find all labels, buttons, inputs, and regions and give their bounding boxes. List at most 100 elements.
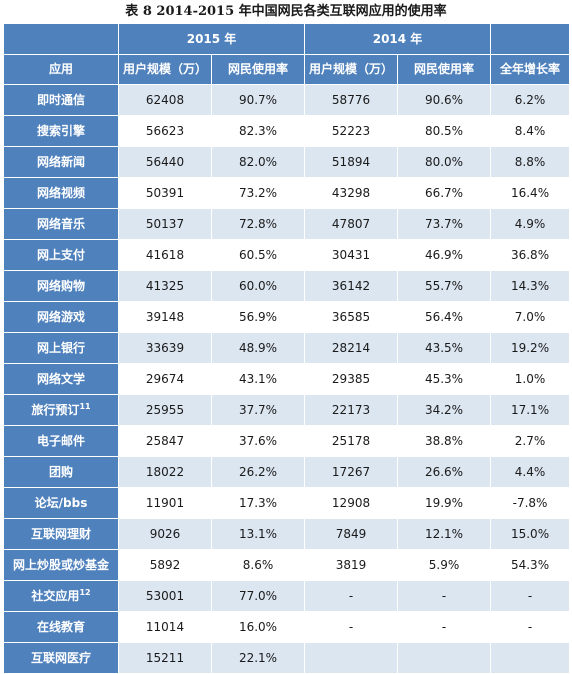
cell-rate-2014: 26.6%	[397, 456, 492, 488]
cell-users-2015: 5892	[118, 549, 212, 581]
app-label: 即时通信	[36, 92, 85, 107]
cell-growth: 54.3%	[490, 549, 571, 581]
cell-growth: 15.0%	[490, 518, 571, 550]
cell-rate-2015: 13.1%	[210, 518, 306, 550]
cell-users-2014: 22173	[304, 394, 399, 426]
cell-users-2015: 56440	[118, 146, 212, 178]
cell-rate-2015: 17.3%	[210, 487, 306, 519]
cell-users-2015: 41618	[118, 239, 212, 271]
cell-rate-2014: 45.3%	[397, 363, 492, 395]
table-row: 网络新闻 56440 82.0% 51894 80.0% 8.8%	[3, 146, 571, 178]
header-growth-top	[490, 23, 571, 55]
cell-users-2015: 33639	[118, 332, 212, 364]
app-label: 论坛/bbs	[34, 495, 88, 510]
table-row: 论坛/bbs 11901 17.3% 12908 19.9% -7.8%	[3, 487, 571, 519]
row-app-name: 搜索引擎	[3, 115, 119, 147]
header-growth: 全年增长率	[490, 54, 571, 85]
header-app: 应用	[3, 54, 119, 85]
table-row: 搜索引擎 56623 82.3% 52223 80.5% 8.4%	[3, 115, 571, 147]
app-label: 网络视频	[36, 185, 85, 200]
cell-rate-2015: 48.9%	[210, 332, 306, 364]
cell-growth: 7.0%	[490, 301, 571, 333]
cell-rate-2014: -	[397, 580, 492, 612]
table-body: 即时通信 62408 90.7% 58776 90.6% 6.2% 搜索引擎 56623 82.…	[3, 84, 571, 674]
cell-rate-2015: 8.6%	[210, 549, 306, 581]
cell-rate-2015: 26.2%	[210, 456, 306, 488]
cell-growth: 19.2%	[490, 332, 571, 364]
cell-users-2015: 25847	[118, 425, 212, 457]
row-app-name: 在线教育	[3, 611, 119, 643]
cell-users-2014: 30431	[304, 239, 399, 271]
cell-growth: 4.9%	[490, 208, 571, 240]
cell-rate-2015: 60.0%	[210, 270, 306, 302]
app-label: 电子邮件	[36, 433, 85, 448]
cell-rate-2015: 82.3%	[210, 115, 306, 147]
cell-users-2014: 58776	[304, 84, 399, 116]
cell-growth: 4.4%	[490, 456, 571, 488]
table-row: 互联网理财 9026 13.1% 7849 12.1% 15.0%	[3, 518, 571, 550]
table-row: 团购 18022 26.2% 17267 26.6% 4.4%	[3, 456, 571, 488]
cell-rate-2015: 43.1%	[210, 363, 306, 395]
row-app-name: 互联网理财	[3, 518, 119, 550]
table-row: 在线教育 11014 16.0% - - -	[3, 611, 571, 643]
row-app-name: 网上银行	[3, 332, 119, 364]
header-users-2014: 用户规模（万）	[304, 54, 399, 85]
table-row: 即时通信 62408 90.7% 58776 90.6% 6.2%	[3, 84, 571, 116]
table-row: 电子邮件 25847 37.6% 25178 38.8% 2.7%	[3, 425, 571, 457]
app-label: 网上炒股或炒基金	[12, 557, 109, 572]
cell-growth: 16.4%	[490, 177, 571, 209]
usage-table: 2015 年 2014 年 应用 用户规模（万） 网民使用率 用户规模（万） 网…	[3, 23, 571, 674]
cell-rate-2014: 46.9%	[397, 239, 492, 271]
cell-rate-2015: 16.0%	[210, 611, 306, 643]
app-label: 社交应用	[31, 588, 80, 603]
cell-rate-2015: 73.2%	[210, 177, 306, 209]
cell-users-2015: 39148	[118, 301, 212, 333]
cell-users-2014: 36142	[304, 270, 399, 302]
cell-users-2015: 56623	[118, 115, 212, 147]
cell-rate-2014: 56.4%	[397, 301, 492, 333]
cell-users-2015: 50391	[118, 177, 212, 209]
header-year-2015: 2015 年	[117, 23, 306, 55]
cell-rate-2014: 5.9%	[397, 549, 492, 581]
cell-users-2014: 12908	[304, 487, 399, 519]
cell-rate-2014	[397, 642, 492, 674]
cell-users-2015: 29674	[118, 363, 212, 395]
cell-growth: -7.8%	[490, 487, 571, 519]
cell-users-2015: 53001	[118, 580, 212, 612]
cell-users-2015: 15211	[118, 642, 212, 674]
cell-rate-2014: 34.2%	[397, 394, 492, 426]
cell-rate-2015: 77.0%	[210, 580, 306, 612]
row-app-name: 旅行预订11	[3, 394, 119, 426]
footnote-marker: 11	[79, 401, 91, 411]
cell-growth: 8.8%	[490, 146, 571, 178]
app-label: 网络新闻	[36, 154, 85, 169]
cell-rate-2015: 90.7%	[210, 84, 306, 116]
row-app-name: 网上支付	[3, 239, 119, 271]
row-app-name: 网络文学	[3, 363, 119, 395]
row-app-name: 网络音乐	[3, 208, 119, 240]
cell-users-2015: 9026	[118, 518, 212, 550]
cell-rate-2014: -	[397, 611, 492, 643]
row-app-name: 网络视频	[3, 177, 119, 209]
cell-users-2015: 25955	[118, 394, 212, 426]
cell-growth: 1.0%	[490, 363, 571, 395]
row-app-name: 网络游戏	[3, 301, 119, 333]
app-label: 网上支付	[36, 247, 85, 262]
app-label: 在线教育	[36, 619, 85, 634]
table-row: 网上支付 41618 60.5% 30431 46.9% 36.8%	[3, 239, 571, 271]
header-corner	[3, 23, 119, 55]
cell-users-2015: 62408	[118, 84, 212, 116]
header-rate-2014: 网民使用率	[397, 54, 492, 85]
table-row: 网络文学 29674 43.1% 29385 45.3% 1.0%	[3, 363, 571, 395]
row-app-name: 互联网医疗	[3, 642, 119, 674]
cell-users-2014: 36585	[304, 301, 399, 333]
cell-rate-2015: 22.1%	[210, 642, 306, 674]
header-year-2014: 2014 年	[304, 23, 492, 55]
app-label: 团购	[48, 464, 73, 479]
cell-rate-2014: 43.5%	[397, 332, 492, 364]
cell-rate-2015: 37.6%	[210, 425, 306, 457]
table-row: 网上银行 33639 48.9% 28214 43.5% 19.2%	[3, 332, 571, 364]
table-row: 旅行预订11 25955 37.7% 22173 34.2% 17.1%	[3, 394, 571, 426]
cell-growth: 6.2%	[490, 84, 571, 116]
cell-rate-2014: 66.7%	[397, 177, 492, 209]
